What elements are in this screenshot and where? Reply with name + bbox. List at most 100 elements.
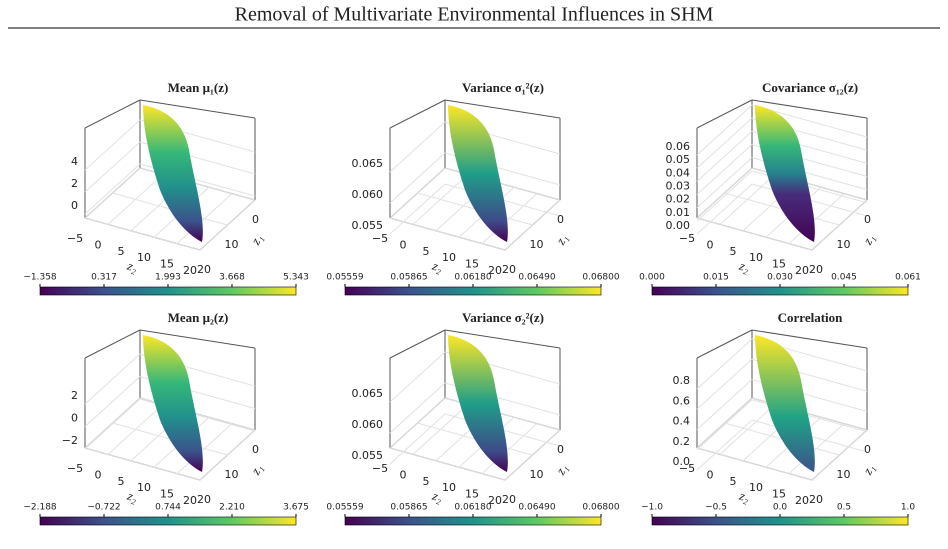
z-tick-label: 0.2 (673, 435, 691, 448)
figure-title: Removal of Multivariate Environmental In… (235, 4, 714, 26)
y-tick-label: 20 (502, 493, 516, 506)
z-tick-label: 0.02 (666, 193, 691, 206)
panel-title: Correlation (778, 310, 844, 325)
y-tick-label: 0 (557, 443, 564, 456)
y-tick-label: 10 (837, 238, 851, 251)
y-axis-label: z₁ (552, 231, 570, 248)
box-edge (84, 99, 141, 129)
colorbar-tick-label: 0.061 (895, 273, 921, 283)
colorbar (651, 516, 909, 526)
grid-line (696, 130, 753, 182)
box-edge (139, 99, 256, 119)
x-tick-label: 5 (118, 245, 125, 258)
x-tick-label: −5 (679, 462, 695, 475)
colorbar (39, 516, 297, 526)
z-tick-label: 0.0 (673, 455, 691, 468)
panel-title: Variance σ₁²(z) (462, 80, 544, 95)
x-tick-label: 10 (442, 251, 456, 264)
grid-line (84, 141, 141, 193)
x-tick-label: 15 (160, 258, 174, 271)
y-axis-label: z₁ (859, 461, 877, 478)
colorbar-tick-label: 0.015 (703, 273, 729, 283)
colorbar (651, 286, 909, 296)
z-tick-label: 2 (71, 389, 78, 402)
x-tick-label: 0 (400, 238, 407, 251)
z-tick-label: 0.6 (673, 394, 691, 407)
grid-line (696, 379, 753, 430)
x-tick-label: 0 (400, 468, 407, 481)
z-tick-label: 0.8 (673, 374, 691, 387)
x-axis-label: z₂ (430, 488, 446, 506)
box-edge (389, 329, 446, 359)
z-tick-label: 0.055 (352, 449, 384, 462)
grid-line (696, 170, 753, 222)
z-tick-label: 0.03 (666, 180, 691, 193)
grid-line (389, 183, 446, 235)
x-tick-label: 20 (183, 264, 197, 277)
grid-line (696, 104, 753, 156)
colorbar-tick-label: 0.06490 (518, 503, 555, 513)
grid-line (389, 351, 446, 403)
panel: Variance σ₂²(z) 0.065 0.060 0.055−5 0 5 10 15 20… (326, 310, 620, 526)
x-tick-label: 15 (772, 488, 786, 501)
z-tick-label: 0 (71, 199, 78, 212)
z-tick-label: 0.065 (352, 157, 384, 170)
surface (448, 105, 508, 242)
z-tick-label: 0.060 (352, 188, 384, 201)
x-tick-label: 10 (442, 481, 456, 494)
y-tick-label: 20 (809, 493, 823, 506)
x-tick-label: 20 (488, 494, 502, 507)
grid-line (84, 163, 141, 215)
colorbar-tick-label: 0.317 (91, 273, 117, 283)
panel-title: Mean μ₂(z) (168, 310, 229, 325)
z-tick-label: 0.04 (666, 166, 691, 179)
x-tick-label: 15 (465, 488, 479, 501)
grid-line (84, 119, 141, 171)
colorbar (344, 286, 602, 296)
x-axis-label: z₂ (737, 258, 753, 276)
y-tick-label: 10 (530, 238, 544, 251)
panel-title: Variance σ₂²(z) (462, 310, 544, 325)
z-tick-label: 0.4 (673, 415, 691, 428)
colorbar-tick-label: 0.000 (639, 273, 665, 283)
colorbar-tick-label: 1.0 (901, 503, 916, 513)
x-tick-label: 10 (137, 481, 151, 494)
grid-line (696, 144, 753, 195)
grid-line (389, 447, 506, 481)
grid-line (696, 419, 753, 471)
z-tick-label: 0.06 (666, 140, 691, 153)
x-tick-label: 10 (137, 251, 151, 264)
grid-line (389, 217, 506, 251)
grid-line (389, 121, 446, 173)
z-tick-label: 4 (71, 155, 78, 168)
grid-line (696, 338, 753, 390)
x-tick-label: 10 (749, 251, 763, 264)
y-tick-label: 0 (864, 213, 871, 226)
grid-line (84, 217, 201, 251)
grid-line (696, 447, 813, 481)
z-tick-label: 0.00 (666, 219, 691, 232)
z-tick-label: 0.055 (352, 219, 384, 232)
colorbar-tick-label: 1.993 (155, 273, 181, 283)
x-tick-label: 5 (730, 475, 737, 488)
colorbar-tick-label: 0.05559 (326, 273, 363, 283)
surface (143, 335, 203, 472)
x-tick-label: 15 (772, 258, 786, 271)
grid-line (389, 152, 446, 204)
x-tick-label: 0 (707, 238, 714, 251)
grid-line (84, 376, 141, 427)
colorbar-tick-label: 0.744 (155, 503, 181, 513)
y-tick-label: 0 (252, 443, 259, 456)
z-tick-label: 0.065 (352, 387, 384, 400)
x-tick-label: −5 (372, 232, 388, 245)
colorbar-tick-label: −1.358 (23, 273, 57, 283)
box-edge (751, 329, 868, 349)
z-tick-label: −2 (62, 434, 78, 447)
z-tick-label: 0 (71, 412, 78, 425)
y-axis-label: z₁ (247, 231, 265, 248)
box-edge (444, 329, 561, 349)
colorbar (344, 516, 602, 526)
box-edge (139, 329, 256, 349)
colorbar-tick-label: 0.06490 (518, 273, 555, 283)
